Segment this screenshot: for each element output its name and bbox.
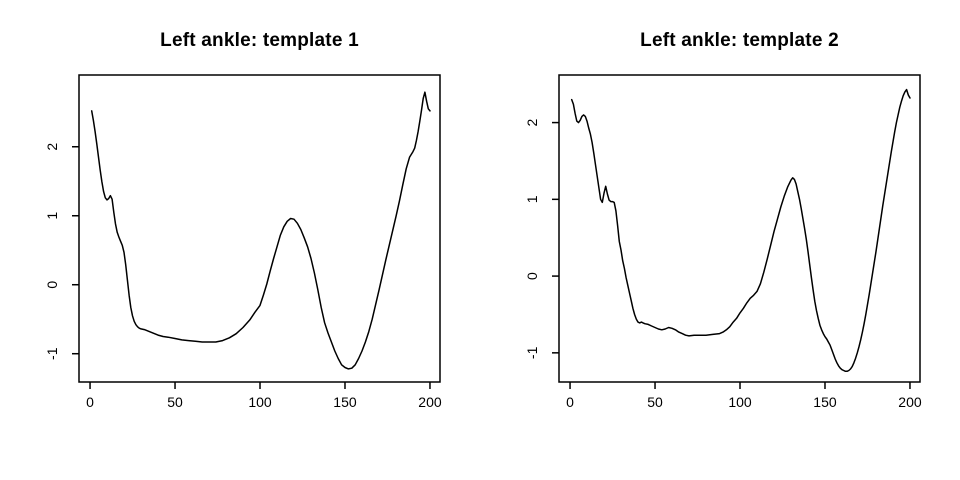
plot-box [558, 74, 921, 383]
x-tick-label: 150 [333, 394, 357, 410]
plot-title-template-1: Left ankle: template 1 [160, 30, 359, 51]
x-tick-label: 0 [86, 394, 94, 410]
line-plot-template-2: 0 50 100 150 200 -1 0 1 2 [524, 74, 922, 410]
y-tick-label: 2 [44, 143, 60, 151]
x-tick-label: 0 [566, 394, 574, 410]
panel-template-2: Left ankle: template 2 0 50 100 150 200 -1 0 1 2 [480, 0, 960, 480]
plot-title-template-2: Left ankle: template 2 [640, 30, 839, 51]
x-tick-label: 100 [248, 394, 272, 410]
y-tick-label: 1 [44, 212, 60, 220]
series-line [90, 91, 431, 370]
x-tick-label: 200 [898, 394, 922, 410]
y-tick-label: 2 [524, 118, 540, 126]
y-tick-label: 0 [44, 281, 60, 289]
plot-box [78, 74, 441, 383]
series-line [570, 88, 911, 373]
x-tick-label: 200 [418, 394, 442, 410]
x-tick-label: 50 [647, 394, 663, 410]
y-tick-label: -1 [44, 347, 60, 360]
y-tick-label: -1 [524, 346, 540, 359]
x-tick-label: 50 [167, 394, 183, 410]
x-tick-label: 150 [813, 394, 837, 410]
y-tick-label: 0 [524, 272, 540, 280]
x-tick-label: 100 [728, 394, 752, 410]
y-tick-label: 1 [524, 195, 540, 203]
line-plot-template-1: 0 50 100 150 200 -1 0 1 2 [44, 74, 442, 410]
panel-template-1: Left ankle: template 1 0 50 100 150 200 -1 0 1 2 [44, 30, 442, 410]
